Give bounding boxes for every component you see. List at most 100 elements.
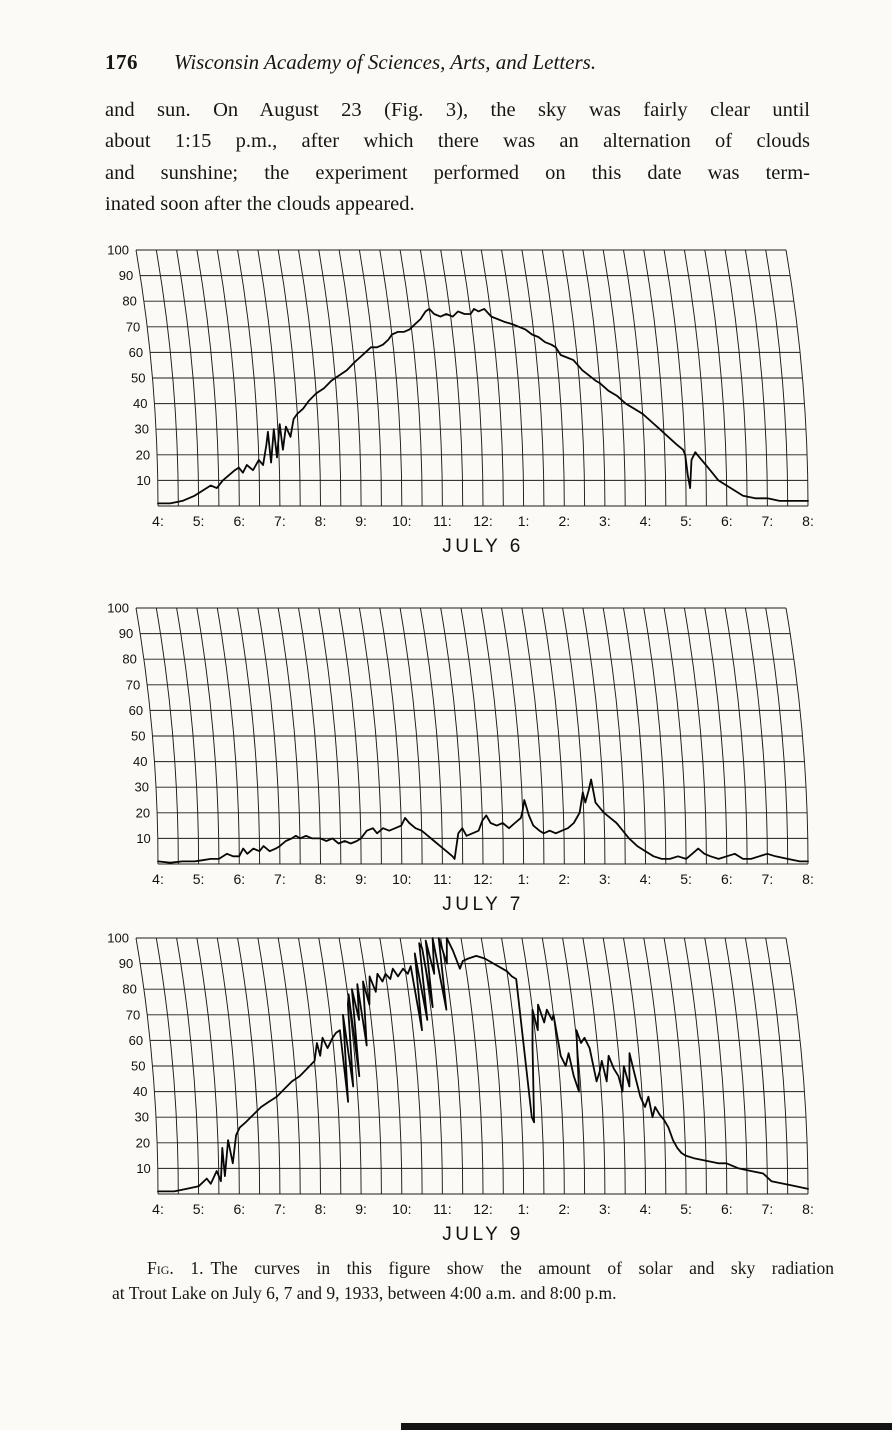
grid-time-arc [521,608,545,865]
grid-time-arc [338,250,362,507]
grid-time-arc [785,250,809,507]
chart-grid [135,249,809,507]
grid-time-arc [744,938,768,1195]
grid-time-arc [521,250,545,507]
y-tick-label: 90 [119,627,133,642]
y-tick-label: 70 [126,320,140,335]
grid-time-arc [785,608,809,865]
grid-time-arc [602,938,626,1195]
y-tick-label: 30 [135,780,149,795]
x-tick-label: 5: [680,1201,692,1217]
x-axis-labels: 4: 5: 6: 7: 8: 9: 10: 11: 12: 1: 2: 3: 4: 5: 6: 7: 8: [152,1201,814,1217]
radiation-curve [157,779,809,865]
grid-time-arc [623,250,646,507]
y-axis-labels: 10 20 30 40 50 60 70 80 90 100 [107,243,151,488]
x-tick-label: 4: [152,513,164,529]
x-tick-label: 8: [315,513,327,529]
y-tick-label: 50 [131,1059,145,1074]
grid-time-arc [643,250,667,507]
grid-time-arc [765,250,789,507]
x-tick-label: 3: [599,1201,611,1217]
x-tick-label: 10: [392,871,411,887]
y-axis-labels: 10 20 30 40 50 60 70 80 90 100 [107,931,151,1176]
body-paragraph: and sun. On August 23 (Fig. 3), the sky … [105,95,810,220]
grid-time-arc [277,938,301,1195]
grid-time-arc [216,608,240,865]
grid-time-arc [582,608,606,865]
x-tick-label: 7: [762,513,774,529]
grid-time-arc [562,938,586,1195]
figure-chart-july-6: 10 20 30 40 50 60 70 80 90 100 4: 5: 6: 7: 8: 9: 10: 11: 1… [92,234,892,564]
x-tick-label: 11: [433,871,451,887]
grid-time-arc [379,250,403,507]
grid-time-arc [643,608,667,865]
x-tick-label: 11: [433,1201,451,1217]
grid-time-arc [602,608,626,865]
y-tick-label: 30 [135,1110,149,1125]
y-tick-label: 80 [122,652,136,667]
grid-time-arc [501,608,525,865]
grid-time-arc [683,250,707,507]
figure-chart-july-7: 10 20 30 40 50 60 70 80 90 100 4: 5: 6: 7: 8: 9: 10: 11: 1… [92,592,892,922]
grid-time-arc [298,608,321,865]
grid-time-arc [440,938,464,1195]
x-tick-label: 5: [680,871,692,887]
grid-time-arc [744,608,768,865]
y-tick-label: 40 [133,755,147,770]
grid-time-arc [338,938,362,1195]
grid-time-arc [379,608,403,865]
grid-time-arc [440,608,464,865]
x-tick-label: 6: [721,513,733,529]
y-tick-label: 60 [129,345,143,360]
caption-label: Fig. 1. [147,1258,204,1279]
body-line: about 1:15 p.m., after which there was a… [105,130,810,153]
grid-time-arc [663,608,687,865]
x-tick-label: 2: [558,1201,570,1217]
grid-time-arc [541,608,565,865]
grid-time-arc [643,938,667,1195]
grid-time-arc [460,250,484,507]
grid-time-arc [724,938,748,1195]
x-tick-label: 4: [640,1201,652,1217]
grid-time-arc [155,608,179,865]
y-tick-label: 70 [126,678,140,693]
y-tick-label: 80 [122,294,136,309]
grid-time-arc [399,250,423,507]
grid-time-arc [460,608,484,865]
x-tick-label: 6: [233,513,245,529]
chart-title: JULY 6 [442,536,524,557]
x-tick-label: 1: [518,513,530,529]
grid-time-arc [765,608,789,865]
y-tick-label: 90 [119,957,133,972]
chart-grid [135,607,809,865]
x-tick-label: 5: [193,1201,205,1217]
y-tick-label: 50 [131,371,145,386]
body-line: and sun. On August 23 (Fig. 3), the sky … [105,99,810,121]
grid-time-arc [704,608,728,865]
grid-time-arc [683,608,707,865]
grid-time-arc [724,250,748,507]
x-tick-label: 5: [193,513,205,529]
grid-time-arc [196,938,220,1195]
grid-time-arc [237,608,261,865]
grid-time-arc [602,250,626,507]
y-tick-label: 100 [107,601,129,616]
x-tick-label: 7: [762,1201,774,1217]
chart-grid [135,937,809,1195]
grid-time-arc [257,608,281,865]
grid-time-arc [237,250,261,507]
grid-time-arc [135,250,159,507]
x-tick-label: 6: [233,871,245,887]
caption-text-2: at Trout Lake on July 6, 7 and 9, 1933, … [112,1282,617,1303]
x-tick-label: 2: [558,513,570,529]
grid-time-arc [298,938,321,1195]
x-tick-label: 6: [721,1201,733,1217]
radiation-chart-july-9: 10 20 30 40 50 60 70 80 90 100 4: 5: 6: 7: 8: 9: 10: 11: 1… [107,931,814,1246]
x-tick-label: 9: [355,513,367,529]
body-line: inated soon after the clouds appeared. [105,193,415,216]
radiation-chart-july-7: 10 20 30 40 50 60 70 80 90 100 4: 5: 6: 7: 8: 9: 10: 11: 1… [107,601,814,916]
scan-edge-artifact [401,1423,892,1430]
grid-time-arc [623,608,646,865]
x-tick-label: 4: [152,1201,164,1217]
grid-time-arc [318,608,342,865]
